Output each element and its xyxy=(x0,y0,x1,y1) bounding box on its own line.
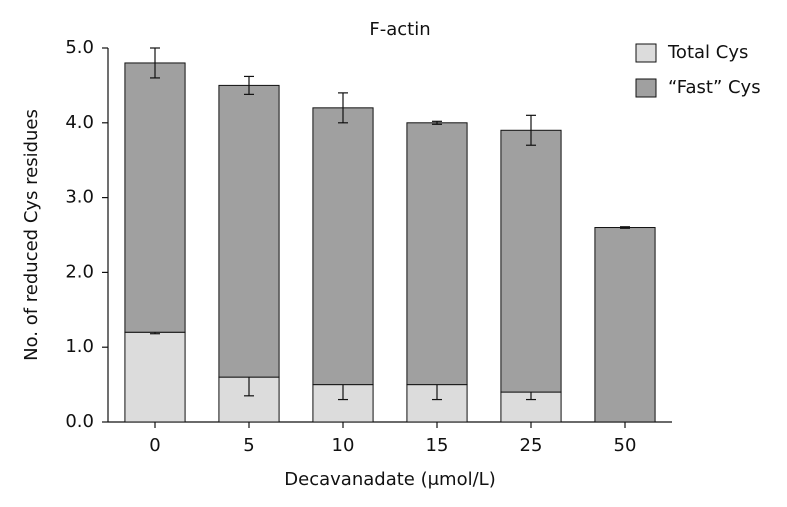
x-tick-label: 0 xyxy=(149,435,160,456)
y-tick-label: 3.0 xyxy=(65,187,94,208)
legend-swatch xyxy=(635,43,657,63)
bar xyxy=(594,227,656,423)
chart-title: F-actin xyxy=(369,19,430,40)
y-tick-label: 0.0 xyxy=(65,411,94,432)
y-tick-label: 5.0 xyxy=(65,37,94,58)
bar xyxy=(312,107,374,386)
y-tick-label: 4.0 xyxy=(65,112,94,133)
x-axis-label: Decavanadate (μmol/L) xyxy=(284,469,495,490)
bar xyxy=(218,376,280,423)
legend-swatch xyxy=(635,78,657,98)
y-tick-label: 2.0 xyxy=(65,261,94,282)
x-tick-label: 10 xyxy=(332,435,355,456)
x-tick-label: 25 xyxy=(520,435,543,456)
legend-label: Total Cys xyxy=(667,42,748,63)
legend-label: “Fast” Cys xyxy=(668,77,761,98)
y-tick-label: 1.0 xyxy=(65,336,94,357)
bar xyxy=(124,62,186,333)
y-axis-label: No. of reduced Cys residues xyxy=(21,109,42,361)
bar xyxy=(406,122,468,386)
bar xyxy=(500,129,562,393)
bar xyxy=(218,84,280,378)
bar xyxy=(124,331,186,423)
x-tick-label: 15 xyxy=(426,435,449,456)
x-tick-label: 50 xyxy=(614,435,637,456)
x-tick-label: 5 xyxy=(243,435,254,456)
